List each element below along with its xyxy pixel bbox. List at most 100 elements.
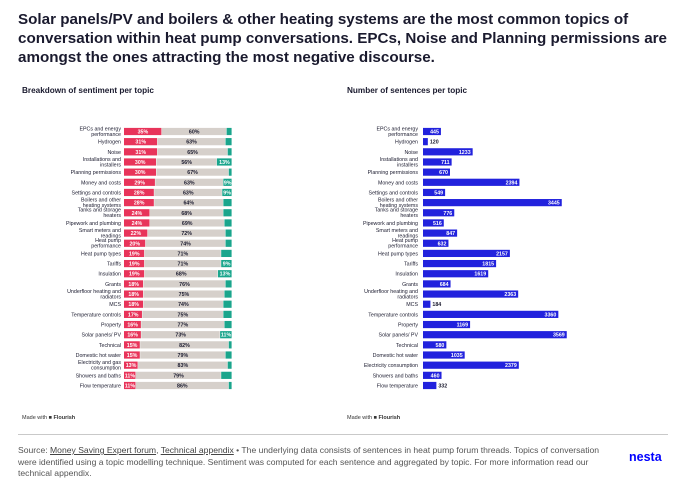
- count-bar[interactable]: [423, 188, 446, 197]
- sentiment-bar-positive[interactable]: [216, 158, 232, 166]
- sentiment-bar-negative[interactable]: [124, 259, 145, 268]
- sentiment-bar-neutral[interactable]: [157, 138, 226, 146]
- sentiment-bar-positive[interactable]: [223, 310, 232, 318]
- sentiment-bar-neutral[interactable]: [145, 239, 226, 247]
- sentiment-bar-neutral[interactable]: [156, 158, 217, 166]
- sentiment-bar-positive[interactable]: [225, 239, 232, 247]
- sentiment-bar-negative[interactable]: [124, 158, 156, 166]
- sentiment-bar-positive[interactable]: [226, 127, 232, 136]
- count-bar[interactable]: [423, 199, 562, 207]
- sentiment-bar-negative[interactable]: [124, 219, 150, 227]
- sentiment-bar-negative[interactable]: [124, 310, 142, 318]
- count-bar[interactable]: [423, 148, 473, 156]
- sentiment-bar-negative[interactable]: [124, 229, 148, 237]
- count-bar[interactable]: [423, 341, 447, 349]
- count-bar[interactable]: [423, 127, 441, 136]
- technical-appendix-link[interactable]: Technical appendix: [160, 445, 234, 455]
- sentiment-bar-positive[interactable]: [223, 178, 232, 186]
- sentiment-bar-neutral[interactable]: [144, 259, 221, 268]
- sentiment-bar-neutral[interactable]: [143, 280, 226, 288]
- sentiment-bar-positive[interactable]: [227, 361, 232, 369]
- mse-forum-link[interactable]: Money Saving Expert forum: [50, 445, 157, 455]
- sentiment-bar-negative[interactable]: [124, 188, 154, 197]
- made-with-flourish-left[interactable]: Made with ■ Flourish: [22, 415, 76, 421]
- sentiment-bar-negative[interactable]: [124, 249, 145, 258]
- count-bar[interactable]: [423, 280, 451, 288]
- sentiment-bar-negative[interactable]: [124, 239, 146, 247]
- sentiment-bar-neutral[interactable]: [143, 300, 223, 308]
- sentiment-bar-negative[interactable]: [124, 361, 138, 369]
- count-bar[interactable]: [423, 249, 510, 258]
- sentiment-bar-neutral[interactable]: [156, 168, 229, 176]
- sentiment-bar-neutral[interactable]: [154, 188, 222, 197]
- sentiment-bar-neutral[interactable]: [135, 381, 229, 390]
- sentiment-bar-neutral[interactable]: [149, 219, 225, 227]
- count-bar[interactable]: [423, 138, 428, 146]
- sentiment-bar-neutral[interactable]: [143, 290, 225, 298]
- sentiment-bar-positive[interactable]: [222, 188, 232, 197]
- sentiment-bar-neutral[interactable]: [161, 127, 227, 136]
- sentiment-bar-neutral[interactable]: [141, 320, 225, 329]
- sentiment-bar-positive[interactable]: [223, 300, 232, 308]
- sentiment-bar-positive[interactable]: [223, 209, 232, 217]
- sentiment-bar-negative[interactable]: [124, 341, 140, 349]
- sentiment-bar-neutral[interactable]: [144, 249, 221, 258]
- sentiment-bar-positive[interactable]: [221, 371, 232, 379]
- sentiment-bar-neutral[interactable]: [154, 199, 223, 207]
- count-bar[interactable]: [423, 331, 567, 339]
- count-bar[interactable]: [423, 239, 449, 247]
- sentiment-bar-positive[interactable]: [228, 168, 232, 176]
- sentiment-bar-negative[interactable]: [124, 331, 141, 339]
- sentiment-bar-negative[interactable]: [124, 280, 144, 288]
- sentiment-bar-positive[interactable]: [225, 138, 232, 146]
- sentiment-bar-neutral[interactable]: [149, 209, 223, 217]
- sentiment-bar-neutral[interactable]: [141, 331, 220, 339]
- count-bar[interactable]: [423, 371, 442, 379]
- sentiment-bar-positive[interactable]: [221, 249, 232, 258]
- sentiment-bar-positive[interactable]: [227, 148, 232, 156]
- sentiment-bar-negative[interactable]: [124, 138, 158, 146]
- sentiment-bar-positive[interactable]: [228, 341, 232, 349]
- count-bar[interactable]: [423, 361, 519, 369]
- sentiment-bar-negative[interactable]: [124, 168, 156, 176]
- sentiment-bar-negative[interactable]: [124, 300, 144, 308]
- sentiment-bar-positive[interactable]: [221, 259, 232, 268]
- sentiment-bar-neutral[interactable]: [147, 229, 226, 237]
- count-bar[interactable]: [423, 259, 497, 268]
- sentiment-bar-positive[interactable]: [228, 381, 232, 390]
- sentiment-bar-negative[interactable]: [124, 178, 155, 186]
- count-bar[interactable]: [423, 229, 458, 237]
- sentiment-bar-neutral[interactable]: [157, 148, 228, 156]
- sentiment-bar-positive[interactable]: [217, 270, 232, 278]
- sentiment-bar-positive[interactable]: [224, 320, 232, 329]
- count-bar[interactable]: [423, 290, 519, 298]
- sentiment-bar-positive[interactable]: [224, 219, 232, 227]
- count-bar[interactable]: [423, 219, 444, 227]
- sentiment-bar-positive[interactable]: [223, 199, 232, 207]
- sentiment-bar-negative[interactable]: [124, 371, 136, 379]
- count-bar[interactable]: [423, 310, 559, 318]
- sentiment-bar-neutral[interactable]: [140, 351, 226, 359]
- count-bar[interactable]: [423, 270, 489, 278]
- sentiment-bar-negative[interactable]: [124, 290, 144, 298]
- count-bar[interactable]: [423, 381, 437, 390]
- sentiment-bar-negative[interactable]: [124, 209, 150, 217]
- sentiment-bar-neutral[interactable]: [135, 371, 221, 379]
- sentiment-bar-negative[interactable]: [124, 148, 158, 156]
- sentiment-bar-neutral[interactable]: [155, 178, 223, 186]
- count-bar[interactable]: [423, 351, 465, 359]
- count-bar[interactable]: [423, 320, 471, 329]
- count-bar[interactable]: [423, 300, 431, 308]
- sentiment-bar-positive[interactable]: [225, 351, 232, 359]
- made-with-flourish-right[interactable]: Made with ■ Flourish: [347, 415, 401, 421]
- count-bar[interactable]: [423, 158, 452, 166]
- sentiment-bar-negative[interactable]: [124, 351, 140, 359]
- sentiment-bar-neutral[interactable]: [140, 341, 229, 349]
- sentiment-bar-negative[interactable]: [124, 270, 145, 278]
- count-bar[interactable]: [423, 168, 450, 176]
- sentiment-bar-positive[interactable]: [220, 331, 232, 339]
- sentiment-bar-neutral[interactable]: [138, 361, 228, 369]
- count-bar[interactable]: [423, 178, 520, 186]
- sentiment-bar-positive[interactable]: [225, 280, 232, 288]
- sentiment-bar-neutral[interactable]: [144, 270, 218, 278]
